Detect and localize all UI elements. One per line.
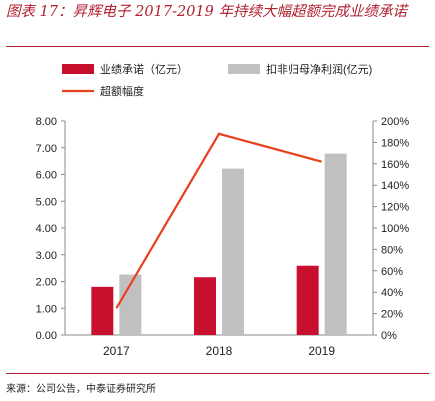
left-axis-tick-label: 0.00 — [36, 330, 57, 342]
right-axis-tick-label: 40% — [381, 287, 403, 299]
left-axis-tick-label: 7.00 — [36, 143, 57, 155]
right-axis-tick-label: 180% — [381, 137, 409, 149]
bar-performance-commitment — [91, 286, 114, 335]
left-axis-tick-label: 4.00 — [36, 223, 57, 235]
right-axis-tick-label: 60% — [381, 266, 403, 278]
right-axis-tick-label: 80% — [381, 244, 403, 256]
legend-swatch-commitment — [62, 64, 94, 74]
bar-net-profit — [119, 274, 142, 335]
legend-swatch-net-profit — [228, 64, 260, 74]
legend-label-commitment: 业绩承诺（亿元） — [100, 63, 188, 76]
right-axis-tick-label: 200% — [381, 116, 409, 128]
x-axis-tick-label: 2018 — [206, 344, 233, 358]
left-axis-tick-label: 2.00 — [36, 277, 57, 289]
bar-net-profit — [324, 153, 347, 335]
left-axis-tick-label: 1.00 — [36, 303, 57, 315]
left-axis-tick-label: 8.00 — [36, 116, 57, 128]
x-axis-tick-label: 2019 — [308, 344, 335, 358]
right-axis-tick-label: 100% — [381, 223, 409, 235]
legend-label-excess: 超额幅度 — [100, 84, 144, 98]
source-divider — [6, 373, 429, 374]
left-axis-tick-label: 6.00 — [36, 170, 57, 182]
right-axis-tick-label: 160% — [381, 159, 409, 171]
left-axis-tick-label: 5.00 — [36, 196, 57, 208]
right-axis-tick-label: 0% — [381, 330, 397, 342]
title-divider — [6, 46, 429, 47]
left-axis-tick-label: 3.00 — [36, 250, 57, 262]
bar-performance-commitment — [296, 265, 319, 335]
x-axis-tick-label: 2017 — [103, 344, 130, 358]
line-excess-margin — [115, 132, 322, 309]
right-axis-tick-label: 140% — [381, 180, 409, 192]
right-axis-tick-label: 120% — [381, 202, 409, 214]
right-axis-tick-label: 20% — [381, 309, 403, 321]
bar-net-profit — [222, 168, 244, 335]
bar-performance-commitment — [194, 277, 216, 335]
figure-title: 图表 17：昇辉电子 2017-2019 年持续大幅超额完成业绩承诺 — [6, 4, 407, 20]
legend-label-net-profit: 扣非归母净利润(亿元) — [266, 62, 372, 76]
source-note: 来源：公司公告，中泰证券研究所 — [6, 384, 156, 395]
